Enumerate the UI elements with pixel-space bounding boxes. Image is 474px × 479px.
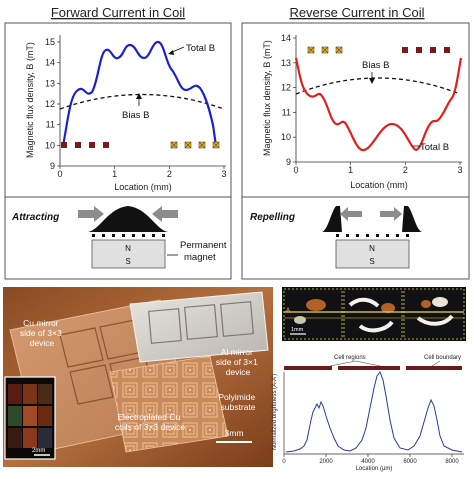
reverse-coil-dots bbox=[336, 234, 409, 237]
forward-y-tick-4: 13 bbox=[45, 78, 55, 88]
reverse-total-label: Total B bbox=[420, 142, 449, 153]
cell-regions-label: Cell regions bbox=[334, 355, 366, 361]
reverse-x-tick-2: 2 bbox=[403, 165, 408, 175]
forward-x-tick-1: 1 bbox=[112, 169, 117, 179]
magnet-label-line2: magnet bbox=[184, 252, 216, 263]
forward-bias-curve bbox=[59, 93, 225, 110]
brightness-y-label: Normalized brightness (A-A') bbox=[272, 374, 278, 451]
reverse-y-tick-3: 12 bbox=[281, 83, 291, 93]
reverse-device-right bbox=[402, 206, 422, 232]
forward-x-tick-3: 3 bbox=[221, 169, 226, 179]
forward-magnet-n: N bbox=[125, 244, 131, 253]
forward-mode-label: Attracting bbox=[11, 212, 59, 223]
cell-region-3 bbox=[406, 366, 462, 370]
forward-frame bbox=[4, 22, 232, 280]
reverse-y-tick-5: 14 bbox=[281, 33, 291, 43]
micrograph bbox=[282, 287, 466, 341]
reverse-arrow-left bbox=[340, 207, 362, 221]
magnet-label-line1: Permanent bbox=[180, 240, 227, 251]
cell-region-1 bbox=[284, 366, 332, 370]
reverse-y-tick-4: 13 bbox=[281, 58, 291, 68]
forward-total-curve bbox=[61, 40, 218, 147]
reverse-arrow-right bbox=[380, 207, 402, 221]
brightness-profile bbox=[285, 370, 463, 453]
forward-y-tick-1: 10 bbox=[45, 140, 55, 150]
brightness-x-tick-0: 0 bbox=[282, 459, 286, 465]
forward-x-label: Location (mm) bbox=[114, 182, 172, 192]
cell-boundary-label: Cell boundary bbox=[424, 355, 461, 361]
reverse-x-tick-3: 3 bbox=[457, 165, 462, 175]
label-al-mirror: Al mirror side of 3×1 device bbox=[216, 347, 260, 377]
label-cu-mirror: Cu mirror side of 3×3 device bbox=[20, 318, 64, 348]
forward-y-tick-0: 9 bbox=[50, 161, 55, 171]
label-coils: Electroplated Cu coils of 3×3 device bbox=[115, 412, 185, 432]
label-substrate: Polyimide substrate bbox=[218, 392, 257, 412]
brightness-x-tick-3: 6000 bbox=[403, 459, 417, 465]
micro-scale-label: 1mm bbox=[291, 327, 304, 333]
reverse-frame bbox=[241, 22, 470, 280]
brightness-x-tick-2: 4000 bbox=[361, 459, 375, 465]
forward-x-tick-2: 2 bbox=[167, 169, 172, 179]
brightness-panel: A 1mm Cell regions Cell boundary 0 2000 40… bbox=[272, 287, 466, 472]
scan-marker-a: A bbox=[286, 308, 290, 314]
reverse-y-tick-0: 9 bbox=[286, 157, 291, 167]
forward-arrow-right bbox=[78, 206, 104, 222]
reverse-y-tick-1: 10 bbox=[281, 132, 291, 142]
forward-y-tick-6: 15 bbox=[45, 37, 55, 47]
reverse-y-tick-2: 11 bbox=[282, 107, 291, 117]
forward-arrow-left bbox=[152, 206, 178, 222]
coil-array bbox=[109, 355, 229, 453]
forward-magnet-s: S bbox=[125, 257, 130, 266]
forward-coil-markers bbox=[61, 141, 220, 149]
forward-y-tick-5: 14 bbox=[45, 58, 55, 68]
forward-y-label: Magnetic flux density, B (mT) bbox=[25, 42, 35, 158]
forward-y-tick-2: 11 bbox=[46, 120, 55, 130]
brightness-x-tick-1: 2000 bbox=[319, 459, 333, 465]
forward-title: Forward Current in Coil bbox=[51, 5, 185, 20]
brightness-x-label: Location (μm) bbox=[356, 466, 393, 472]
forward-magnet bbox=[91, 239, 166, 269]
cell-region-2 bbox=[338, 366, 400, 370]
forward-device-shape bbox=[88, 206, 168, 232]
forward-total-label: Total B bbox=[186, 43, 215, 54]
forward-x-tick-0: 0 bbox=[57, 169, 62, 179]
device-photo: 2mm Cu mirror side of 3×3 device Al mirr… bbox=[3, 287, 273, 467]
photo-scale-label: 3mm bbox=[225, 428, 244, 438]
reverse-title: Reverse Current in Coil bbox=[289, 5, 424, 20]
reverse-mode-label: Repelling bbox=[250, 212, 295, 223]
reverse-x-label: Location (mm) bbox=[350, 180, 408, 190]
forward-y-tick-3: 12 bbox=[45, 99, 55, 109]
reverse-x-tick-1: 1 bbox=[348, 165, 353, 175]
reverse-coil-markers bbox=[307, 46, 450, 54]
reverse-y-label: Magnetic flux density, B (mT) bbox=[262, 40, 272, 156]
reverse-magnet-s: S bbox=[369, 257, 374, 266]
forward-coil-dots bbox=[92, 234, 165, 237]
reverse-total-curve bbox=[294, 57, 463, 152]
reverse-magnet-n: N bbox=[369, 244, 375, 253]
reverse-bias-label: Bias B bbox=[362, 60, 389, 71]
reverse-x-tick-0: 0 bbox=[293, 165, 298, 175]
reverse-device-left bbox=[322, 206, 342, 232]
forward-bias-label: Bias B bbox=[122, 110, 149, 121]
reverse-bias-curve bbox=[295, 77, 461, 95]
al-mirror-grid bbox=[148, 301, 254, 344]
inset-scale-label: 2mm bbox=[32, 448, 45, 454]
reverse-magnet bbox=[335, 239, 410, 269]
brightness-x-tick-4: 8000 bbox=[445, 459, 459, 465]
